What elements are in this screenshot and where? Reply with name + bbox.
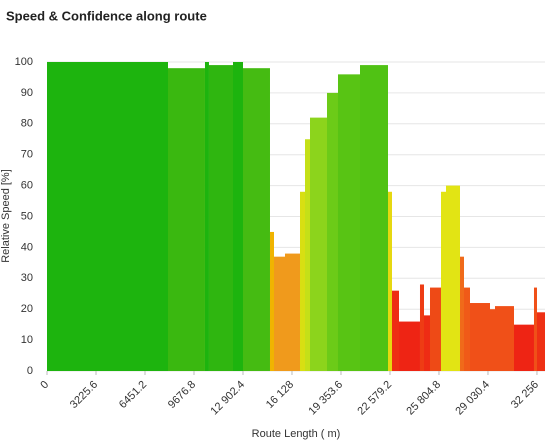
bar [337, 74, 361, 372]
bar [419, 284, 424, 371]
x-tick-label: 6451.2 [117, 379, 149, 411]
chart-title: Speed & Confidence along route [6, 8, 207, 23]
bar [445, 185, 460, 371]
bar [469, 303, 490, 371]
bar [204, 62, 209, 371]
x-tick-label: 12 902.4 [208, 379, 247, 418]
x-tick-label: 16 128 [264, 379, 296, 411]
bar [513, 324, 534, 371]
y-tick-label: 80 [21, 118, 33, 130]
bar [233, 62, 243, 371]
y-axis-label: Relative Speed [%] [0, 169, 12, 263]
bar [242, 68, 270, 372]
x-tick-label: 0 [38, 379, 51, 392]
x-tick-label: 3225.6 [68, 379, 100, 411]
y-tick-label: 40 [21, 241, 33, 253]
y-tick-label: 100 [15, 56, 33, 68]
x-tick-label: 29 030.4 [453, 379, 492, 418]
y-tick-label: 50 [21, 210, 33, 222]
y-tick-label: 70 [21, 149, 33, 161]
bar [494, 306, 514, 371]
bar [269, 231, 274, 371]
bar [326, 92, 338, 372]
bar [309, 117, 327, 372]
bar [284, 253, 301, 371]
bar [208, 65, 233, 371]
bar [440, 191, 446, 371]
x-tick-label: 19 353.6 [306, 379, 345, 418]
bar [273, 256, 285, 371]
bar [398, 321, 420, 371]
y-tick-label: 90 [21, 87, 33, 99]
bar [360, 65, 388, 371]
bar [533, 287, 537, 371]
x-tick-label: 32 256 [509, 379, 541, 411]
y-tick-label: 0 [27, 365, 33, 377]
bar [536, 312, 545, 371]
bar [47, 62, 169, 371]
y-tick-label: 10 [21, 334, 33, 346]
bar [391, 290, 399, 371]
bar [463, 287, 470, 371]
bar [489, 309, 495, 371]
y-tick-label: 30 [21, 272, 33, 284]
x-tick-label: 9676.8 [166, 379, 198, 411]
x-tick-label: 22 579.2 [355, 379, 394, 418]
x-tick-label: 25 804.8 [404, 379, 443, 418]
bar [387, 191, 392, 371]
bar [429, 287, 441, 371]
bar [459, 256, 464, 371]
x-axis-label: Route Length ( m) [252, 428, 341, 440]
bar [168, 68, 205, 372]
bar [423, 315, 430, 371]
bar [305, 139, 310, 371]
y-tick-label: 60 [21, 180, 33, 192]
y-tick-label: 20 [21, 303, 33, 315]
bar [300, 191, 305, 371]
